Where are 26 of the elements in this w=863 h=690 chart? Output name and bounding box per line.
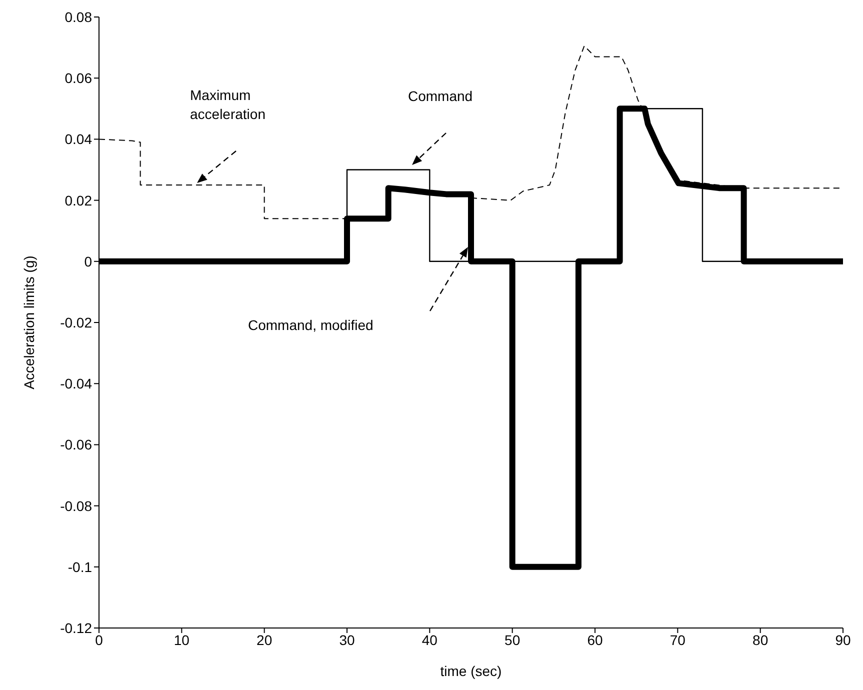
annotation: Maximum acceleration (190, 87, 266, 122)
y-tick-label: 0.04 (64, 131, 92, 148)
x-tick-label: 20 (256, 632, 272, 648)
x-tick-label: 50 (504, 632, 520, 648)
y-axis-title: Acceleration limits (g) (20, 256, 37, 390)
y-tick-label: -0.04 (60, 376, 92, 392)
x-tick-label: 30 (339, 632, 355, 648)
y-tick-label: -0.02 (60, 314, 92, 330)
x-tick-label: 90 (835, 632, 851, 648)
y-tick-label: -0.1 (68, 558, 92, 575)
y-tick-label: -0.06 (60, 436, 92, 453)
y-tick-label: -0.12 (60, 620, 92, 636)
x-tick-label: 10 (174, 632, 190, 648)
x-tick-label: 70 (670, 632, 686, 648)
x-axis-title: time (sec) (440, 663, 502, 679)
y-tick-label: 0.08 (64, 8, 92, 25)
annotation: Command, modified (248, 317, 374, 333)
x-tick-label: 80 (752, 632, 768, 648)
y-tick-label: 0.02 (64, 192, 92, 208)
x-tick-label: 40 (422, 632, 438, 648)
y-tick-label: -0.08 (60, 498, 92, 514)
y-tick-label: 0.06 (64, 70, 92, 86)
x-tick-label: 0 (95, 632, 104, 648)
x-tick-label: 60 (587, 632, 603, 648)
annotation: Command (408, 88, 473, 104)
y-tick-label: 0 (84, 253, 92, 270)
